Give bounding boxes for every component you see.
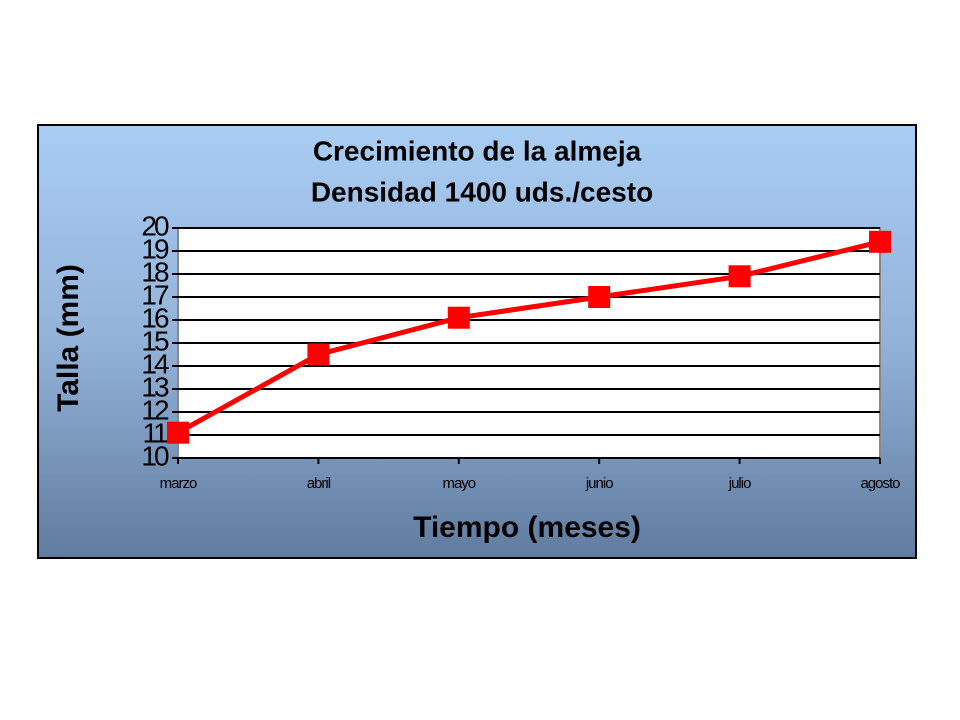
marker	[728, 265, 751, 288]
y-axis-label: Talla (mm)	[52, 264, 85, 412]
x-tick-label: junio	[585, 475, 613, 492]
series-line	[176, 239, 881, 435]
x-tick-label: abril	[307, 475, 331, 492]
x-tick-label: agosto	[860, 475, 900, 492]
x-tick-label: marzo	[160, 475, 197, 492]
marker	[167, 421, 189, 444]
x-tick-label: julio	[728, 475, 751, 492]
x-tick-label: mayo	[442, 475, 475, 492]
chart-subtitle: Densidad 1400 uds./cesto	[311, 176, 653, 207]
x-axis-label: Tiempo (meses)	[413, 511, 641, 544]
chart-title: Crecimiento de la almeja	[313, 135, 642, 166]
marker	[307, 343, 330, 366]
y-tick-label: 20	[141, 210, 169, 241]
marker	[588, 286, 611, 308]
marker	[447, 306, 470, 329]
marker	[869, 230, 891, 253]
